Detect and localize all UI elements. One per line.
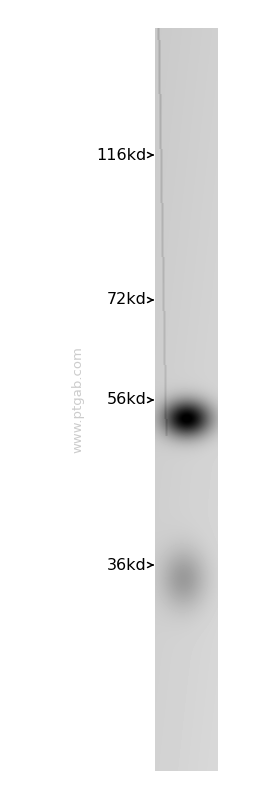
Text: www.ptgab.com: www.ptgab.com <box>71 347 85 454</box>
Text: 56kd: 56kd <box>107 392 147 407</box>
Text: 116kd: 116kd <box>97 148 147 162</box>
Text: 36kd: 36kd <box>107 558 147 573</box>
Text: 72kd: 72kd <box>107 292 147 308</box>
